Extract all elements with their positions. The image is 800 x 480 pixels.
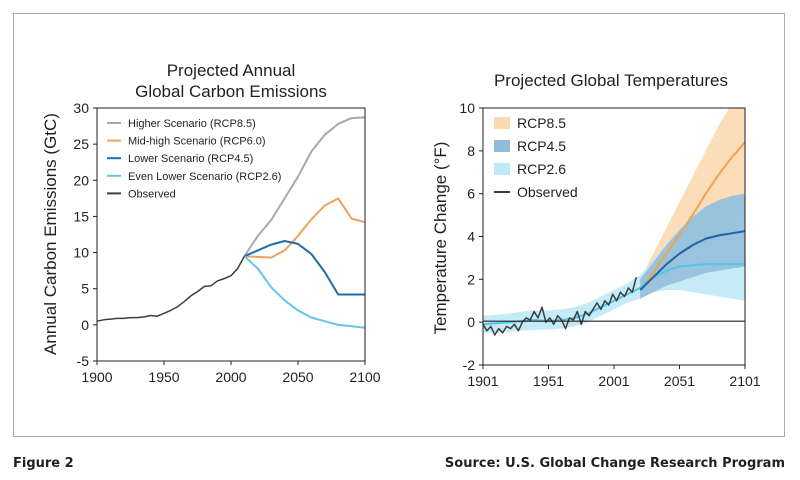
- emissions-y-tick-label: 10: [73, 245, 89, 261]
- emissions-y-axis: -5 0 5 10 15 20 25 30: [73, 100, 97, 369]
- temperature-x-tick-label: 2001: [598, 373, 629, 389]
- figure-source: Source: U.S. Global Change Research Prog…: [444, 456, 785, 471]
- legend-label-rcp8-5: RCP8.5: [517, 115, 566, 131]
- temperature-x-tick-label: 1901: [467, 373, 498, 389]
- legend-label-mid-high-scenario-rcp6-0: Mid-high Scenario (RCP6.0): [128, 136, 266, 148]
- figure-label: Figure 2: [13, 456, 74, 471]
- emissions-line-even-lower-scenario-rcp2-6: [243, 255, 366, 329]
- legend-swatch-rcp8-5: [494, 117, 510, 129]
- emissions-line-mid-high-scenario-rcp6-0: [244, 197, 366, 259]
- legend-label-observed: Observed: [128, 188, 176, 200]
- emissions-line-observed: [96, 255, 246, 322]
- temperature-chart-title: Projected Global Temperatures: [494, 71, 728, 90]
- legend-label-observed: Observed: [517, 184, 578, 200]
- temperature-y-axis: -2 0 2 4 6 8 10: [459, 100, 483, 373]
- legend-swatch-rcp2-6: [494, 163, 510, 175]
- emissions-line-lower-scenario-rcp4-5: [244, 240, 365, 296]
- emissions-chart-title-line2: Global Carbon Emissions: [135, 82, 327, 101]
- legend-label-higher-scenario-rcp8-5: Higher Scenario (RCP8.5): [128, 118, 256, 130]
- emissions-y-axis-label: Annual Carbon Emissions (GtC): [41, 113, 60, 355]
- emissions-x-tick-label: 2000: [215, 369, 246, 385]
- legend-label-rcp4-5: RCP4.5: [517, 138, 566, 154]
- emissions-y-tick-label: 15: [73, 208, 89, 224]
- legend-label-lower-scenario-rcp4-5: Lower Scenario (RCP4.5): [128, 153, 253, 165]
- emissions-y-tick-label: 30: [73, 100, 89, 116]
- legend-label-rcp2-6: RCP2.6: [517, 161, 566, 177]
- emissions-x-axis: 1900 1950 2000 2050 2100: [81, 361, 381, 385]
- temperature-x-axis: 1901 1951 2001 2051 2101: [467, 365, 761, 389]
- legend-label-even-lower-scenario-rcp2-6: Even Lower Scenario (RCP2.6): [128, 171, 281, 183]
- emissions-y-tick-label: 25: [73, 136, 89, 152]
- temperature-legend: RCP8.5 RCP4.5 RCP2.6 Observed: [494, 115, 578, 200]
- emissions-series-group: [96, 116, 366, 329]
- temperature-y-tick-label: 10: [459, 100, 475, 116]
- legend-swatch-rcp4-5: [494, 140, 510, 152]
- emissions-chart: Projected Annual Global Carbon Emissions…: [41, 61, 381, 385]
- emissions-legend: Higher Scenario (RCP8.5) Mid-high Scenari…: [107, 118, 281, 200]
- figure-frame: [13, 13, 785, 437]
- temperature-y-tick-label: 2: [467, 271, 475, 287]
- line-observed: [483, 277, 638, 336]
- temperature-x-tick-label: 1951: [533, 373, 564, 389]
- emissions-line-higher-scenario-rcp8-5: [243, 116, 366, 257]
- band-rcp2-6: [483, 195, 745, 333]
- temperature-y-tick-label: 0: [467, 314, 475, 330]
- emissions-x-tick-label: 1900: [81, 369, 112, 385]
- emissions-y-tick-label: 20: [73, 172, 89, 188]
- temperature-x-tick-label: 2101: [729, 373, 760, 389]
- line-rcp8-5: [639, 141, 745, 291]
- temperature-y-tick-label: 8: [467, 143, 475, 159]
- temperature-chart: Projected Global Temperatures 1901 1951 20…: [431, 71, 761, 389]
- temperature-y-tick-label: 6: [467, 186, 475, 202]
- temperature-y-axis-label: Temperature Change (°F): [431, 142, 450, 335]
- temperature-y-tick-label: -2: [463, 357, 476, 373]
- emissions-y-tick-label: -5: [77, 353, 90, 369]
- emissions-y-tick-label: 5: [81, 281, 89, 297]
- temperature-x-tick-label: 2051: [664, 373, 695, 389]
- emissions-x-tick-label: 2100: [349, 369, 380, 385]
- emissions-x-tick-label: 2050: [282, 369, 313, 385]
- emissions-x-tick-label: 1950: [148, 369, 179, 385]
- line-rcp4-5: [639, 230, 745, 291]
- emissions-y-tick-label: 0: [81, 317, 89, 333]
- emissions-chart-title-line1: Projected Annual: [167, 61, 296, 80]
- temperature-y-tick-label: 4: [467, 229, 475, 245]
